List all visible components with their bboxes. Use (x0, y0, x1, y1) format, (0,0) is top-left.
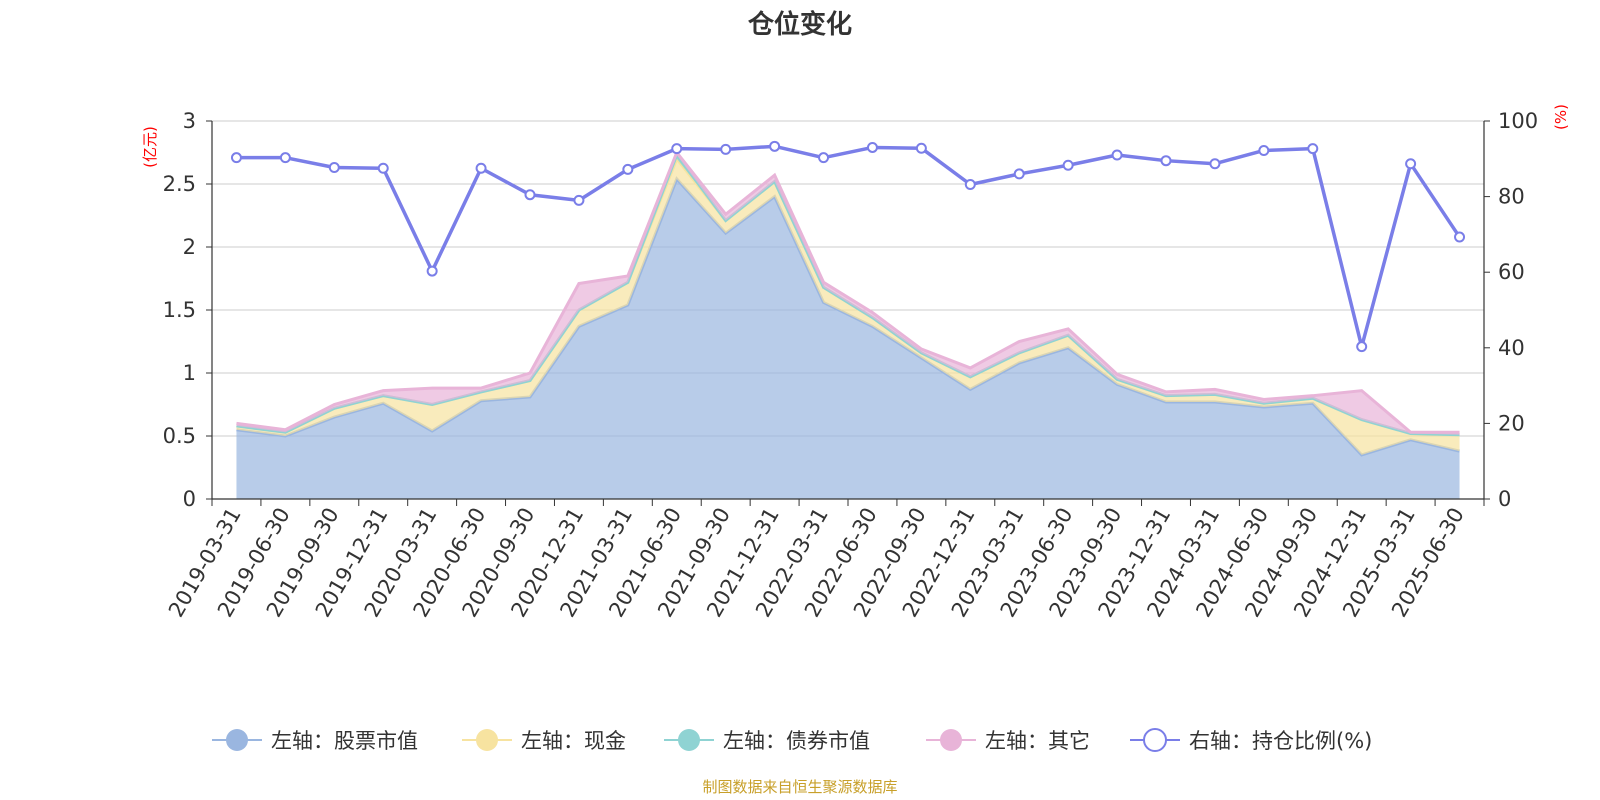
ratio-point (1356, 341, 1368, 353)
stacked-areas (236, 149, 1460, 499)
left-tick-label: 0 (183, 487, 196, 511)
legend-marker-2 (678, 729, 700, 751)
ratio-line-path (236, 144, 1461, 349)
legend-label-4: 右轴：持仓比例(%) (1189, 729, 1372, 753)
legend-marker-1 (476, 729, 498, 751)
ratio-point (1062, 159, 1074, 171)
left-tick-label: 1.5 (163, 298, 196, 322)
ratio-point (1405, 158, 1417, 170)
area-series-3 (236, 152, 1460, 435)
legend-marker-0 (226, 729, 248, 751)
area-series-edge-3 (236, 149, 1460, 434)
ratio-point (671, 143, 683, 155)
ratio-point (279, 152, 291, 164)
left-tick-label: 0.5 (163, 424, 196, 448)
ratio-point (1013, 168, 1025, 180)
ratio-point (1307, 143, 1319, 155)
right-tick-label: 80 (1498, 185, 1525, 209)
legend-label-3: 左轴：其它 (985, 729, 1090, 753)
ratio-point (769, 140, 781, 152)
left-tick-label: 1 (183, 361, 196, 385)
ratio-point (866, 141, 878, 153)
legend-label-1: 左轴：现金 (521, 729, 626, 753)
ratio-point (1209, 158, 1221, 170)
ratio-point (1258, 144, 1270, 156)
area-series-1 (236, 158, 1460, 455)
legend-marker-3 (940, 729, 962, 751)
legend-label-0: 左轴：股票市值 (271, 729, 418, 753)
source-note: 制图数据来自恒生聚源数据库 (702, 778, 897, 796)
ratio-point (964, 179, 976, 191)
ratio-point (524, 189, 536, 201)
legend-marker-4 (1143, 728, 1167, 752)
left-tick-label: 3 (183, 109, 196, 133)
ratio-point (573, 194, 585, 206)
area-series-0 (236, 178, 1460, 499)
left-axis-unit: (亿元) (141, 126, 159, 168)
ratio-line (230, 140, 1466, 353)
ratio-point (720, 143, 732, 155)
right-tick-label: 40 (1498, 336, 1525, 360)
ratio-point (622, 163, 634, 175)
ratio-point (1160, 155, 1172, 167)
legend-label-2: 左轴：债券市值 (723, 729, 870, 753)
left-tick-label: 2.5 (163, 172, 196, 196)
chart-title: 仓位变化 (747, 9, 852, 40)
ratio-point (1111, 149, 1123, 161)
ratio-point (230, 152, 242, 164)
ratio-point (475, 162, 487, 174)
left-tick-label: 2 (183, 235, 196, 259)
ratio-point (818, 152, 830, 164)
right-tick-label: 20 (1498, 411, 1525, 435)
ratio-point (915, 142, 927, 154)
ratio-point (1454, 231, 1466, 243)
ratio-point (377, 162, 389, 174)
legend: 左轴：股票市值 左轴：现金 左轴：债券市值 左轴：其它 右轴：持仓比例(%) (212, 728, 1372, 753)
right-tick-label: 0 (1498, 487, 1511, 511)
ratio-point (328, 161, 340, 173)
ratio-point (426, 265, 438, 277)
right-axis-unit: (%) (1552, 104, 1570, 130)
right-tick-label: 60 (1498, 260, 1525, 284)
right-tick-label: 100 (1498, 109, 1538, 133)
